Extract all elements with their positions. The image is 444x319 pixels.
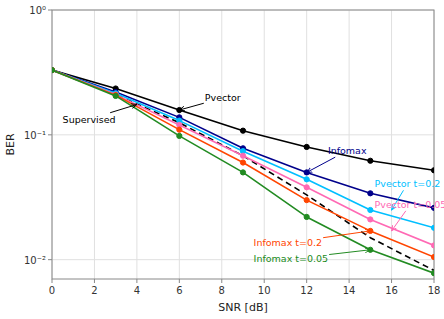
tick-label-y: 10⁰ <box>29 5 46 16</box>
annotation-arrow <box>329 250 370 255</box>
grid-line-y <box>52 134 434 135</box>
series-marker <box>52 68 55 73</box>
annotation-text: Infomax t=0.2 <box>254 237 323 248</box>
series-line <box>52 70 434 273</box>
tick-x <box>391 279 392 283</box>
series-marker <box>240 170 245 175</box>
series-marker <box>240 160 245 165</box>
tick-label-x: 18 <box>428 285 441 296</box>
annotation-arrow <box>307 157 336 172</box>
tick-label-x: 6 <box>176 285 182 296</box>
tick-y <box>48 10 52 11</box>
tick-x <box>94 279 95 283</box>
grid-line-x <box>94 10 95 279</box>
annotation-arrow <box>110 104 137 112</box>
series-marker <box>304 214 309 219</box>
series-marker <box>431 225 434 230</box>
annotations: Pvector Supervised Infomax Pvector t=0.2 Pve… <box>63 92 444 264</box>
tick-x <box>52 279 53 283</box>
tick-x <box>349 279 350 283</box>
grid-line-y <box>52 259 434 260</box>
tick-label-x: 10 <box>258 285 271 296</box>
annotation-text: Supervised <box>63 114 116 125</box>
series-line <box>52 70 434 257</box>
series-marker <box>52 68 55 73</box>
series-marker <box>240 128 245 133</box>
series-marker <box>304 177 309 182</box>
tick-label-x: 2 <box>91 285 97 296</box>
grid-line-x <box>136 10 137 279</box>
series-marker <box>113 93 118 98</box>
series-marker <box>52 68 55 73</box>
series-marker <box>52 68 55 73</box>
series-marker <box>431 271 434 276</box>
series-line <box>52 70 434 170</box>
plot-background <box>52 10 434 279</box>
axes: 0 2 4 6 8 10 12 14 16 18 10⁻² 10⁻¹ 10⁰ <box>24 5 440 296</box>
annotation-text: Pvector t=0.2 <box>375 178 441 189</box>
series-marker <box>431 168 434 173</box>
tick-x <box>434 279 435 283</box>
series-line <box>52 70 434 245</box>
grid-line-x <box>179 10 180 279</box>
tick-label-y: 10⁻² <box>24 255 46 266</box>
tick-label-x: 12 <box>300 285 313 296</box>
series-marker <box>52 68 55 73</box>
chart: 0 2 4 6 8 10 12 14 16 18 10⁻² 10⁻¹ 10⁰ SNR [dB] BER Pve… <box>0 0 444 319</box>
series-marker <box>304 198 309 203</box>
series-marker <box>52 68 55 73</box>
annotation-text: Pvector <box>205 92 241 103</box>
tick-x <box>306 279 307 283</box>
tick-label-x: 16 <box>385 285 398 296</box>
annotation-arrow <box>323 231 370 238</box>
plot-frame <box>52 10 434 279</box>
tick-label-x: 0 <box>49 285 55 296</box>
tick-y <box>48 259 52 260</box>
series-marker <box>368 191 373 196</box>
annotation-text: Infomax <box>328 145 367 156</box>
tick-x <box>264 279 265 283</box>
x-axis-label: SNR [dB] <box>218 301 267 314</box>
tick-label-x: 14 <box>343 285 356 296</box>
tick-label-x: 4 <box>134 285 140 296</box>
series-marker <box>304 185 309 190</box>
tick-label-y: 10⁻¹ <box>24 130 46 141</box>
series-marker <box>368 207 373 212</box>
series-line <box>52 70 434 270</box>
annotation-arrow <box>179 103 203 110</box>
tick-label-x: 8 <box>219 285 225 296</box>
tick-x <box>136 279 137 283</box>
series-marker <box>177 127 182 132</box>
series-marker <box>240 153 245 158</box>
series-marker <box>431 243 434 248</box>
y-axis-label: BER <box>4 133 17 155</box>
series-marker <box>177 133 182 138</box>
series-marker <box>431 254 434 259</box>
tick-x <box>221 279 222 283</box>
series-marker <box>304 144 309 149</box>
series-group <box>52 68 434 276</box>
series-marker <box>368 158 373 163</box>
series-marker <box>113 93 118 98</box>
series-marker <box>368 217 373 222</box>
tick-y <box>48 134 52 135</box>
annotation-text: Infomax t=0.05 <box>254 253 329 264</box>
annotation-text: Pvector t=0.05 <box>375 199 444 210</box>
annotation-arrow <box>392 211 406 231</box>
tick-x <box>179 279 180 283</box>
grid <box>52 10 434 279</box>
